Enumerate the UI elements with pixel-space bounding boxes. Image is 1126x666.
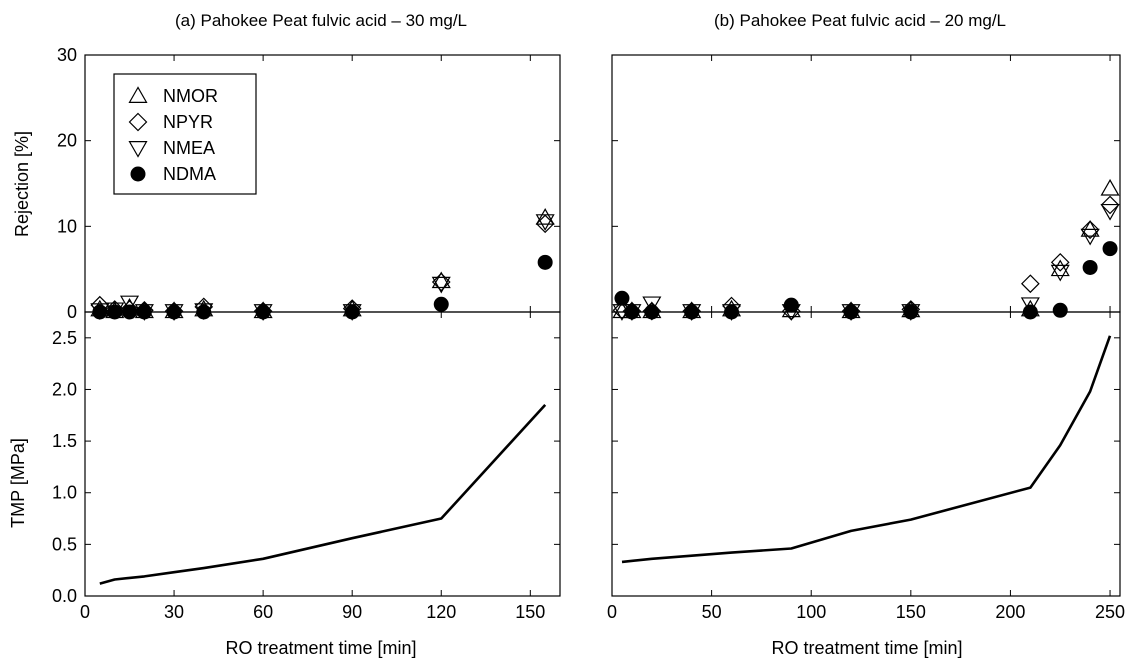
marker-nmea: [431, 276, 451, 294]
marker-nmea: [119, 295, 140, 313]
marker-npyr: [1100, 195, 1120, 215]
marker-npyr: [1050, 252, 1070, 272]
panel-a-tmp: 0.0 0.5 1.0 1.5 2.0 2.5 0 30 60 90 120 150: [52, 311, 561, 622]
y-axis-label-rejection: Rejection [%]: [12, 131, 32, 237]
marker-nmea: [1100, 203, 1120, 221]
tmp-line: [621, 335, 1112, 564]
y-tick-label: 1.0: [52, 483, 77, 503]
marker-ndma: [1102, 241, 1118, 257]
marker-nmea: [1020, 297, 1040, 314]
x-tick-label: 0: [607, 602, 617, 622]
marker-ndma: [783, 297, 799, 313]
y-tick-label: 0: [67, 302, 77, 322]
marker-nmor: [431, 271, 451, 289]
legend-marker-nmea: [128, 141, 148, 158]
panel-b-tmp: 0 50 100 150 200 250: [607, 311, 1125, 622]
legend-marker-nmor: [128, 86, 148, 103]
x-tick-label: 50: [702, 602, 722, 622]
plot-frame: [84, 311, 561, 597]
x-tick-label: 90: [342, 602, 362, 622]
legend-marker-ndma: [130, 166, 146, 182]
y-tick-label: 2.0: [52, 379, 77, 399]
marker-npyr: [1021, 274, 1040, 294]
y-tick-label: 1.5: [52, 431, 77, 451]
marker-ndma: [614, 290, 630, 306]
x-tick-label: 0: [80, 602, 90, 622]
x-axis-label-a: RO treatment time [min]: [225, 638, 416, 658]
y-tick-label: 30: [57, 45, 77, 65]
panel-a-title: (a) Pahokee Peat fulvic acid – 30 mg/L: [175, 11, 467, 30]
marker-ndma: [433, 296, 449, 312]
marker-nmor: [1100, 178, 1120, 196]
legend-marker-npyr: [128, 112, 148, 132]
panel-b-rejection: [611, 54, 1121, 321]
y-tick-label: 10: [57, 216, 77, 236]
marker-ndma: [1082, 259, 1098, 275]
x-tick-label: 250: [1095, 602, 1125, 622]
marker-nmea: [642, 296, 662, 314]
x-tick-label: 200: [995, 602, 1025, 622]
plot-frame: [611, 311, 1121, 597]
x-tick-label: 100: [796, 602, 826, 622]
legend-label-nmor: NMOR: [163, 86, 218, 106]
x-tick-label: 150: [515, 602, 545, 622]
y-tick-label: 0.0: [52, 586, 77, 606]
y-tick-label: 2.5: [52, 328, 77, 348]
x-tick-label: 60: [253, 602, 273, 622]
marker-nmea: [535, 214, 555, 231]
x-tick-label: 30: [164, 602, 184, 622]
legend-label-ndma: NDMA: [163, 164, 216, 184]
x-tick-label: 150: [896, 602, 926, 622]
legend-label-npyr: NPYR: [163, 112, 213, 132]
marker-nmor: [1080, 220, 1100, 237]
x-tick-label: 120: [426, 602, 456, 622]
x-axis-label-b: RO treatment time [min]: [771, 638, 962, 658]
y-axis-label-tmp: TMP [MPa]: [8, 438, 28, 528]
y-tick-label: 0.5: [52, 534, 77, 554]
tmp-line: [99, 404, 547, 585]
marker-npyr: [431, 272, 451, 292]
legend-label-nmea: NMEA: [163, 138, 215, 158]
y-tick-label: 20: [57, 131, 77, 151]
marker-nmea: [1050, 264, 1070, 282]
marker-nmea: [1080, 228, 1100, 246]
legend: NMOR NPYR NMEA NDMA: [113, 73, 257, 195]
marker-npyr: [1080, 220, 1100, 240]
marker-nmor: [535, 208, 555, 225]
panel-b-title: (b) Pahokee Peat fulvic acid – 20 mg/L: [714, 11, 1006, 30]
marker-nmor: [1050, 259, 1070, 277]
plot-frame: [611, 54, 1121, 313]
marker-ndma: [1052, 302, 1068, 318]
marker-ndma: [537, 254, 553, 270]
